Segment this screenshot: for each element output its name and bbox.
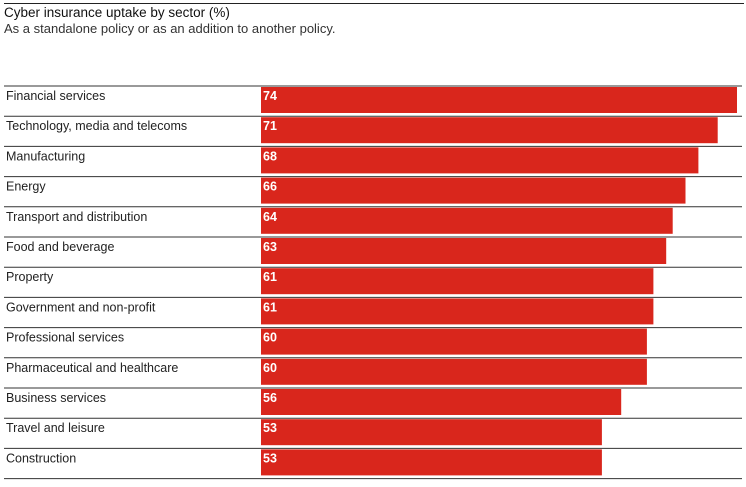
value-label: 53 — [263, 451, 277, 465]
value-label: 61 — [263, 300, 277, 314]
bar — [261, 238, 667, 264]
category-label: Property — [6, 270, 54, 284]
value-label: 61 — [263, 270, 277, 284]
value-label: 74 — [263, 89, 277, 103]
chart-header: Cyber insurance uptake by sector (%) As … — [4, 3, 744, 37]
value-label: 66 — [263, 180, 277, 194]
value-label: 56 — [263, 391, 277, 405]
bar — [261, 268, 654, 295]
value-label: 60 — [263, 361, 277, 375]
bar — [261, 389, 622, 415]
bar — [261, 328, 647, 355]
bar — [261, 298, 654, 325]
category-label: Food and beverage — [6, 240, 114, 254]
category-label: Energy — [6, 180, 46, 194]
bar — [261, 87, 737, 113]
chart-subtitle: As a standalone policy or as an addition… — [4, 21, 336, 36]
category-label: Government and non-profit — [6, 300, 156, 314]
value-label: 53 — [263, 421, 277, 435]
category-label: Construction — [6, 451, 76, 465]
category-label: Professional services — [6, 331, 124, 345]
bar — [261, 177, 686, 204]
category-label: Transport and distribution — [6, 210, 147, 224]
value-label: 71 — [263, 119, 277, 133]
category-label: Financial services — [6, 89, 105, 103]
bar — [261, 449, 602, 476]
bar — [261, 117, 718, 144]
category-label: Manufacturing — [6, 149, 85, 163]
bar — [261, 358, 647, 385]
category-label: Travel and leisure — [6, 421, 105, 435]
category-label: Technology, media and telecoms — [6, 119, 187, 133]
value-label: 68 — [263, 149, 277, 163]
chart-title: Cyber insurance uptake by sector (%) — [4, 5, 230, 20]
value-label: 64 — [263, 210, 277, 224]
category-label: Pharmaceutical and healthcare — [6, 361, 178, 375]
bar — [261, 419, 602, 446]
category-label: Business services — [6, 391, 106, 405]
bar — [261, 207, 673, 234]
value-label: 60 — [263, 331, 277, 345]
value-label: 63 — [263, 240, 277, 254]
bar — [261, 147, 699, 174]
